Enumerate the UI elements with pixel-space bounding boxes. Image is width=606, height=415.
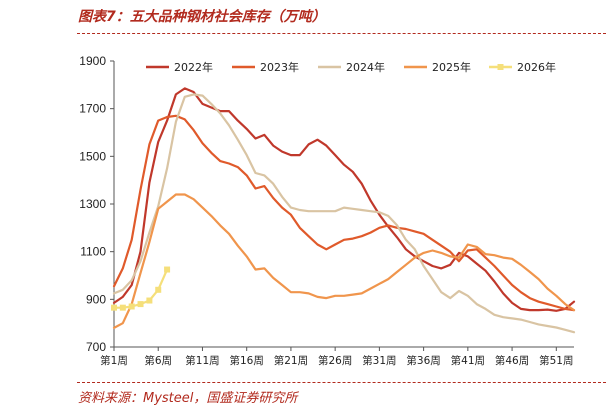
data-point [128, 303, 135, 310]
x-tick-label: 第21周 [274, 354, 308, 367]
y-tick-label: 700 [86, 340, 106, 354]
legend-label: 2024年 [346, 60, 385, 74]
series-line-2024年 [112, 93, 576, 334]
x-tick-label: 第1周 [100, 354, 128, 367]
legend-marker [497, 64, 504, 70]
y-tick-label: 1900 [79, 54, 106, 68]
data-point [155, 286, 162, 293]
x-tick-label: 第11周 [185, 354, 219, 367]
series-line-2025年 [112, 193, 576, 329]
legend-label: 2022年 [174, 60, 213, 74]
series-layer [111, 87, 576, 334]
y-tick-label: 1700 [79, 102, 106, 116]
x-tick-label: 第31周 [362, 354, 396, 367]
x-tick-label: 第26周 [318, 354, 352, 367]
x-tick-label: 第6周 [144, 354, 172, 367]
x-axis-ticks: 第1周 第6周 第11周 第16周 第21周 第26周 第31周 第36周 第41周 第46周 第5… [100, 347, 573, 367]
legend-label: 2023年 [260, 60, 299, 74]
x-tick-label: 第46周 [495, 354, 529, 367]
x-tick-label: 第41周 [451, 354, 485, 367]
data-point [137, 301, 144, 308]
y-tick-label: 1500 [79, 149, 106, 163]
series-line-2022年 [112, 87, 576, 312]
legend-label: 2025年 [432, 60, 471, 74]
data-point [164, 266, 171, 273]
figure-title: 图表7：五大品种钢材社会库存（万吨） [78, 9, 326, 25]
source-divider [77, 382, 606, 383]
x-tick-label: 第51周 [539, 354, 573, 367]
legend-label: 2026年 [517, 60, 556, 74]
x-tick-label: 第16周 [230, 354, 264, 367]
series-line-2023年 [112, 114, 576, 312]
figure-source: 资料来源：Mysteel，国盛证券研究所 [78, 391, 298, 406]
data-point [119, 304, 126, 311]
y-tick-label: 1100 [80, 245, 106, 259]
title-divider [77, 33, 606, 34]
x-tick-label: 第36周 [406, 354, 440, 367]
chart-legend: 2022年 2023年 2024年 2025年 2026年 [146, 60, 556, 74]
data-point [111, 304, 117, 311]
y-tick-label: 1300 [79, 197, 106, 211]
y-axis-ticks: 700 900 1100 1300 1500 1700 1900 [79, 54, 114, 354]
y-tick-label: 900 [86, 292, 106, 306]
data-point [146, 297, 153, 304]
